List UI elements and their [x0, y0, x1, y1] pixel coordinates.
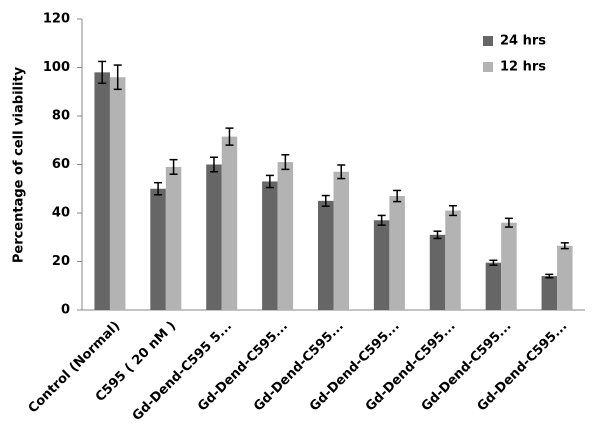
bar: [333, 171, 349, 310]
legend-swatch: [483, 62, 493, 72]
bar: [150, 188, 166, 310]
y-tick-label: 40: [52, 206, 70, 221]
error-bar: [98, 60, 107, 85]
y-tick-label: 120: [43, 12, 70, 27]
legend-label: 12 hrs: [500, 60, 546, 75]
y-tick-label: 0: [61, 303, 70, 318]
error-bar: [560, 242, 569, 250]
error-bar: [393, 189, 402, 203]
error-bar: [154, 181, 163, 196]
bar: [262, 181, 278, 310]
error-bar: [489, 259, 498, 266]
error-bar: [265, 174, 274, 189]
error-bar: [449, 204, 458, 217]
bar: [541, 276, 558, 310]
error-bar: [281, 154, 290, 171]
bar: [221, 136, 238, 310]
bar: [94, 72, 110, 310]
bar: [557, 245, 573, 310]
error-bar: [433, 230, 442, 240]
bar: [206, 164, 222, 310]
error-bar: [169, 158, 178, 175]
legend-label: 24 hrs: [500, 34, 546, 49]
x-tick-label: Gd-Dend-C595 5...: [130, 319, 235, 424]
y-axis-label: Percentage of cell viability: [12, 66, 27, 263]
y-tick-label: 100: [43, 60, 70, 75]
x-tick-label: Control (Normal): [26, 319, 124, 417]
y-tick-label: 60: [52, 157, 70, 172]
error-bar: [113, 64, 122, 91]
bar: [485, 262, 502, 310]
bar: [373, 220, 390, 310]
bar: [109, 77, 126, 310]
bar: [445, 210, 461, 310]
bar: [165, 166, 182, 310]
bar: [429, 234, 446, 310]
error-bar: [321, 194, 330, 207]
legend-swatch: [483, 36, 493, 46]
bar: [501, 222, 517, 310]
error-bar: [504, 217, 513, 228]
error-bar: [337, 164, 346, 180]
bar: [277, 162, 294, 310]
bar: [389, 196, 405, 310]
y-tick-label: 20: [52, 254, 70, 269]
y-tick-label: 80: [52, 109, 70, 124]
bar: [318, 200, 334, 310]
error-bar: [225, 127, 234, 146]
error-bar: [377, 214, 386, 226]
error-bar: [209, 156, 218, 173]
error-bar: [545, 273, 554, 279]
